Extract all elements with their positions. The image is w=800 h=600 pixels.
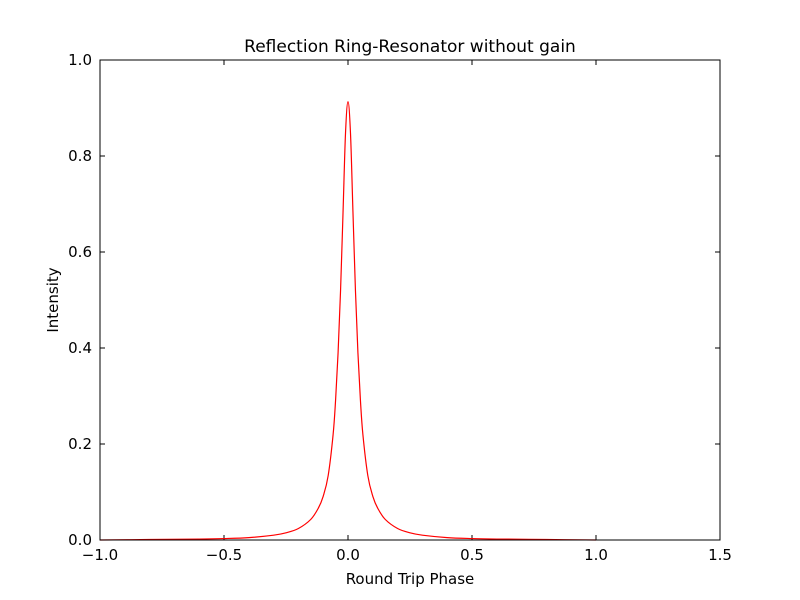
y-tick-label: 0.8	[68, 147, 92, 165]
plot-frame	[99, 59, 721, 541]
y-tick-label: 0.0	[68, 531, 92, 549]
series-group	[99, 101, 597, 541]
x-tick-label: 0.0	[336, 546, 360, 564]
x-axis-label: Round Trip Phase	[346, 570, 475, 588]
y-tick-label: 1.0	[68, 51, 92, 69]
x-tick-label: −1.0	[82, 546, 118, 564]
x-tick-label: 1.0	[584, 546, 608, 564]
y-tick-label: 0.4	[68, 339, 92, 357]
chart-title: Reflection Ring-Resonator without gain	[244, 37, 576, 57]
x-tick-label: 0.5	[460, 546, 484, 564]
axis-ticks: −1.0 −0.5 0.0 0.5 1.0 1.5 0.0 0.2 0.4 0.6 0.8 1.0	[68, 51, 732, 564]
series-line	[99, 101, 597, 541]
x-tick-label: 1.5	[708, 546, 732, 564]
x-tick-label: −0.5	[206, 546, 242, 564]
y-axis-label: Intensity	[44, 267, 62, 332]
y-tick-label: 0.6	[68, 243, 92, 261]
y-tick-label: 0.2	[68, 435, 92, 453]
